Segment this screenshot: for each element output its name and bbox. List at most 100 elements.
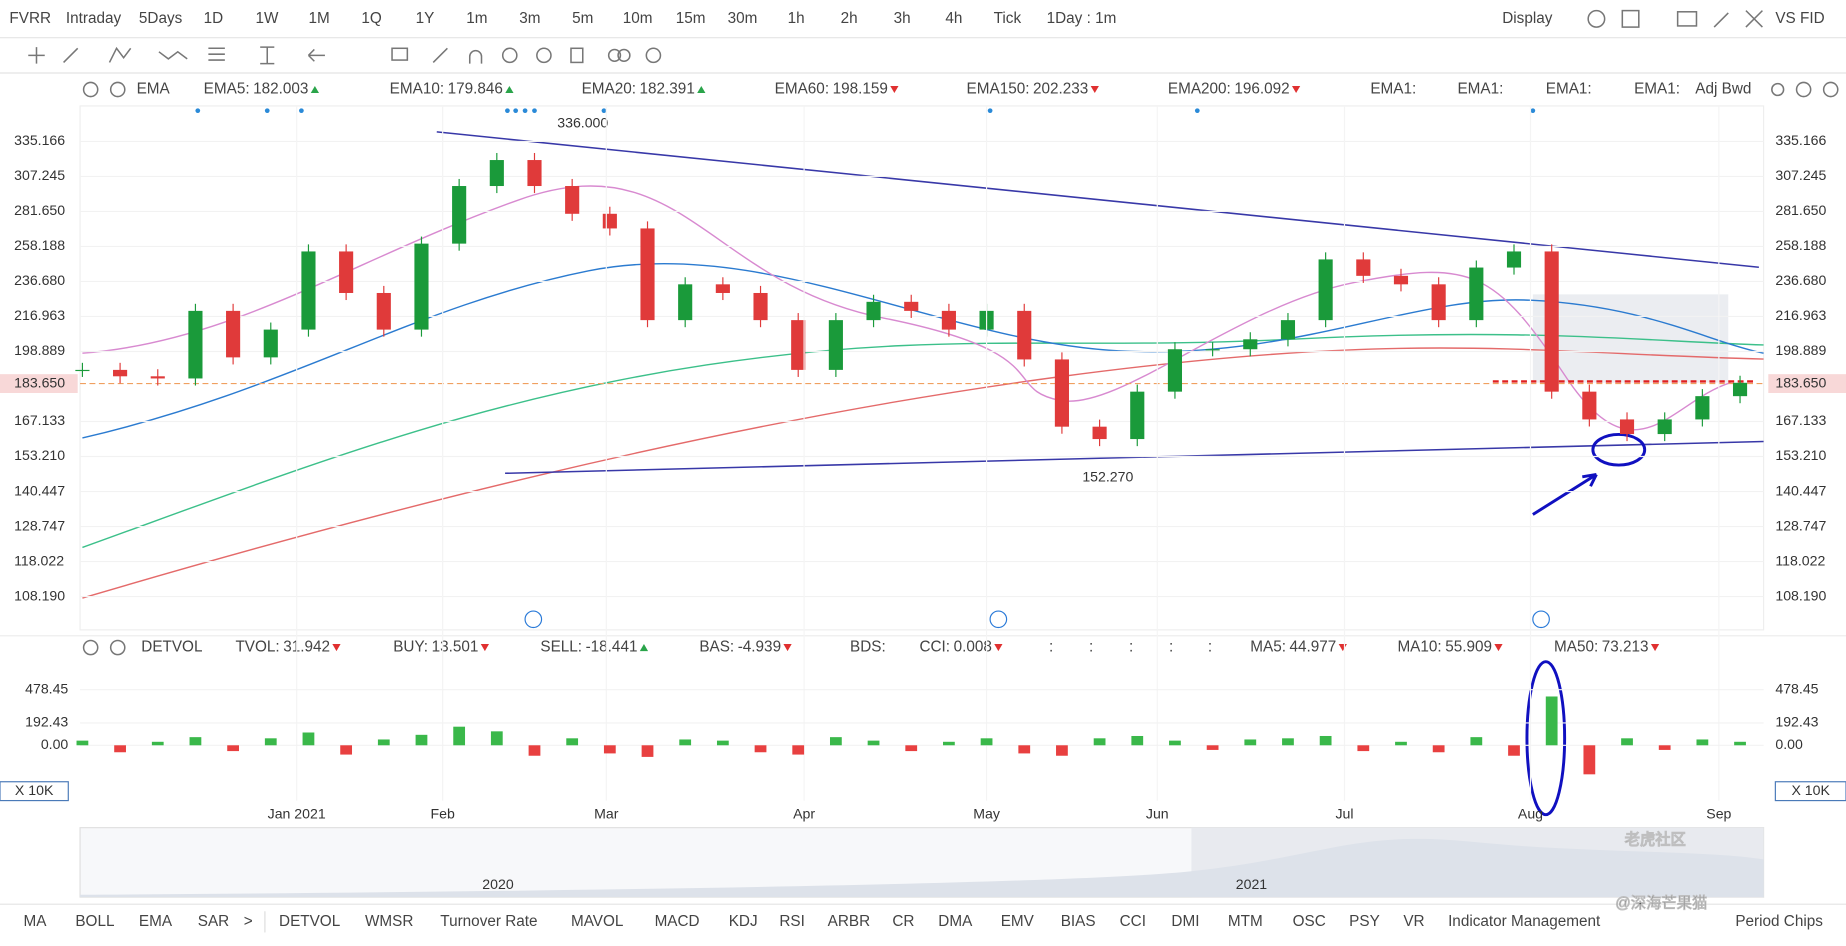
indicator-tab[interactable]: DMI	[1171, 913, 1199, 930]
separator: :	[1208, 639, 1212, 656]
indicator-tab[interactable]: ARBR	[828, 913, 871, 930]
volume-bar	[1545, 696, 1558, 746]
layout-icon[interactable]	[1621, 9, 1640, 28]
indicator-tab[interactable]: >	[244, 913, 253, 930]
compare-tool[interactable]	[617, 48, 631, 63]
marker	[1530, 108, 1536, 114]
gear-icon[interactable]	[82, 639, 99, 656]
indicator-tab[interactable]: CCI	[1120, 913, 1146, 930]
legend-value: 31.942	[283, 639, 330, 656]
note-tool[interactable]	[391, 47, 409, 61]
earnings-icon[interactable]	[524, 610, 543, 629]
period-tab[interactable]: 1Day : 1m	[1047, 10, 1117, 27]
indicator-tab[interactable]: MACD	[655, 913, 700, 930]
indicator-tab[interactable]: VR	[1403, 913, 1424, 930]
indicator-tab[interactable]: BOLL	[75, 913, 114, 930]
wave-tool[interactable]	[158, 50, 188, 60]
indicator-tab[interactable]: DETVOL	[279, 913, 340, 930]
camera-icon[interactable]	[1676, 11, 1698, 27]
legend-value: 179.846	[448, 81, 503, 98]
y-tick-label: 128.747	[14, 517, 65, 533]
fullscreen-icon[interactable]	[1745, 10, 1763, 28]
period-tab[interactable]: 1D	[204, 10, 224, 27]
indicator-tab[interactable]: KDJ	[729, 913, 758, 930]
separator: :	[1129, 639, 1133, 656]
indicator-tab[interactable]: WMSR	[365, 913, 413, 930]
indicator-tab[interactable]: MTM	[1228, 913, 1263, 930]
pen-icon[interactable]	[1713, 12, 1729, 28]
period-tab[interactable]: 1Y	[416, 10, 435, 27]
earnings-icon[interactable]	[989, 610, 1008, 629]
hide-tool[interactable]	[536, 47, 552, 64]
indicator-tab[interactable]: EMA	[139, 913, 173, 930]
settings-tool[interactable]	[645, 47, 662, 64]
period-tab[interactable]: Tick	[994, 10, 1022, 27]
magnet-tool[interactable]	[468, 49, 483, 64]
symbol[interactable]: FVRR	[9, 10, 51, 27]
settings-icon[interactable]	[1587, 9, 1606, 28]
gear-icon[interactable]	[82, 81, 99, 98]
close-icon[interactable]	[109, 81, 126, 98]
period-tab[interactable]: 3h	[894, 10, 911, 27]
volume-bar	[1696, 739, 1709, 746]
period-tab[interactable]: Intraday	[66, 10, 122, 27]
indicator-name[interactable]: DETVOL	[141, 639, 202, 656]
adjust-toggle[interactable]: Adj Bwd	[1695, 81, 1751, 98]
close-icon[interactable]	[1822, 81, 1839, 98]
period-tab[interactable]: 5m	[572, 10, 593, 27]
indicator-tab[interactable]: CR	[892, 913, 914, 930]
period-tab[interactable]: 4h	[945, 10, 962, 27]
polyline-tool[interactable]	[108, 46, 132, 63]
close-icon[interactable]	[109, 639, 126, 656]
sync-tool[interactable]	[501, 47, 518, 64]
period-tab[interactable]: 1W	[255, 10, 279, 27]
period-tab[interactable]: 10m	[623, 10, 653, 27]
x-tick-label: Feb	[430, 805, 454, 821]
period-tab[interactable]: 5Days	[139, 10, 183, 27]
indicator-name[interactable]: EMA	[137, 81, 171, 98]
candle	[376, 292, 391, 330]
period-tab[interactable]: 2h	[841, 10, 858, 27]
candle	[414, 243, 429, 330]
display-menu[interactable]: Display	[1502, 10, 1553, 27]
minimize-icon[interactable]	[1795, 81, 1812, 98]
volume-bar	[528, 745, 541, 756]
volume-bar	[867, 740, 880, 746]
indicator-tab[interactable]: Period Chips	[1735, 913, 1823, 930]
period-tab[interactable]: 1m	[466, 10, 487, 27]
line-tool[interactable]	[63, 47, 79, 63]
indicator-tab[interactable]: SAR	[198, 913, 229, 930]
delete-tool[interactable]	[570, 47, 584, 64]
period-tab[interactable]: 1Q	[361, 10, 382, 27]
ruler-tool[interactable]	[432, 47, 448, 63]
period-tab[interactable]: 15m	[676, 10, 706, 27]
indicator-tab[interactable]: MA	[24, 913, 48, 930]
indicator-tab[interactable]: Indicator Management	[1448, 913, 1601, 930]
indicator-tab[interactable]: RSI	[779, 913, 805, 930]
legend-label: MA5:	[1250, 639, 1286, 656]
marker	[1194, 108, 1200, 114]
range-tool[interactable]	[260, 46, 275, 65]
earnings-markers[interactable]	[524, 610, 1550, 629]
arrow-tool[interactable]	[307, 48, 325, 62]
fib-tool[interactable]	[208, 47, 225, 61]
reset-icon[interactable]	[1771, 82, 1785, 97]
period-tab[interactable]: 30m	[728, 10, 758, 27]
indicator-tab[interactable]: EMV	[1001, 913, 1035, 930]
indicator-tab[interactable]: MAVOL	[571, 913, 623, 930]
compare-tool[interactable]	[607, 48, 622, 63]
earnings-icon[interactable]	[1532, 610, 1550, 629]
indicator-tab[interactable]: Turnover Rate	[440, 913, 537, 930]
indicator-tab[interactable]: BIAS	[1061, 913, 1096, 930]
move-tool[interactable]	[28, 47, 45, 64]
indicator-tab[interactable]: DMA	[938, 913, 973, 930]
indicator-tab[interactable]: OSC	[1293, 913, 1326, 930]
period-tab[interactable]: 3m	[519, 10, 540, 27]
period-tab[interactable]: 1h	[788, 10, 805, 27]
period-tab[interactable]: 1M	[308, 10, 329, 27]
separator: :	[1169, 639, 1173, 656]
y-tick-label: 478.45	[1775, 680, 1818, 696]
indicator-tab[interactable]: PSY	[1349, 913, 1380, 930]
drawing-tools[interactable]	[28, 9, 1839, 656]
